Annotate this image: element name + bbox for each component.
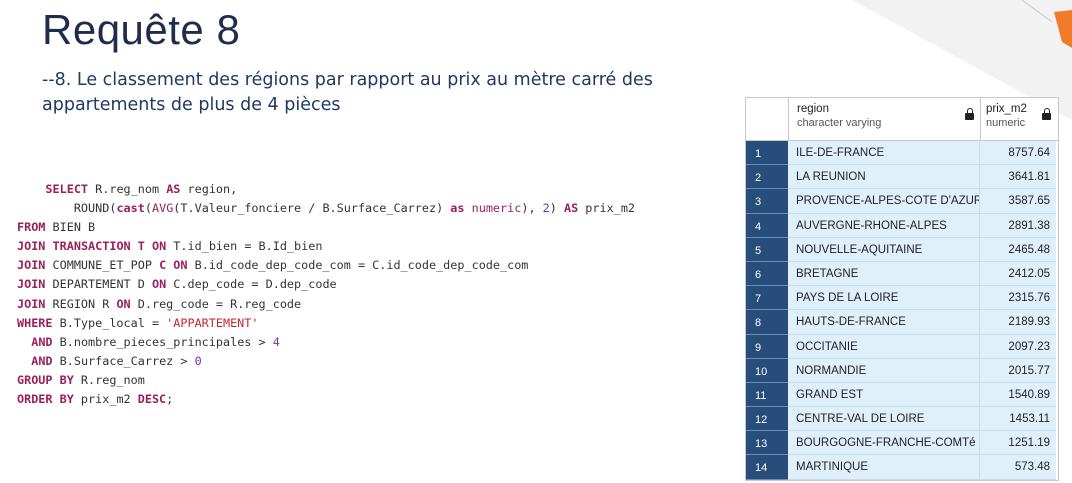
sql-line: ROUND(cast(AVG(T.Valeur_fonciere / B.Sur…	[73, 201, 636, 216]
row-index-cell[interactable]: 11	[746, 382, 788, 408]
cell-region[interactable]: MARTINIQUE	[788, 455, 980, 480]
cell-region[interactable]: HAUTS-DE-FRANCE	[788, 310, 980, 335]
cell-prix-m2[interactable]: 3641.81	[980, 165, 1056, 190]
cell-prix-m2[interactable]: 3587.65	[980, 189, 1056, 214]
slide-subtitle: --8. Le classement des régions par rappo…	[42, 70, 653, 115]
cell-prix-m2[interactable]: 1453.11	[980, 407, 1056, 432]
cell-region[interactable]: NOUVELLE-AQUITAINE	[788, 237, 980, 262]
row-index-cell[interactable]: 8	[746, 310, 788, 335]
row-index-cell[interactable]: 4	[746, 213, 788, 238]
row-index-cell[interactable]: 9	[746, 334, 788, 359]
cell-prix-m2[interactable]: 2412.05	[980, 261, 1056, 287]
cell-region[interactable]: BRETAGNE	[788, 261, 980, 287]
cell-region[interactable]: BOURGOGNE-FRANCHE-COMTé	[788, 431, 980, 456]
cell-region[interactable]: PROVENCE-ALPES-COTE D'AZUR	[788, 189, 980, 214]
column-name: prix_m2	[986, 103, 1027, 115]
table-row[interactable]: 5 NOUVELLE-AQUITAINE 2465.48	[746, 237, 1058, 262]
cell-region[interactable]: AUVERGNE-RHONE-ALPES	[788, 213, 980, 238]
cell-prix-m2[interactable]: 2189.93	[980, 310, 1056, 335]
cell-prix-m2[interactable]: 2891.38	[980, 213, 1056, 238]
table-row[interactable]: 11 GRAND EST 1540.89	[746, 382, 1058, 408]
cell-region[interactable]: ILE-DE-FRANCE	[788, 141, 980, 166]
grid-header: region character varying prix_m2 numeric	[746, 98, 1058, 141]
table-row[interactable]: 7 PAYS DE LA LOIRE 2315.76	[746, 286, 1058, 311]
table-row[interactable]: 3 PROVENCE-ALPES-COTE D'AZUR 3587.65	[746, 189, 1058, 214]
sql-code-block: SELECT R.reg_nom AS region, ROUND(cast(A…	[17, 180, 635, 409]
table-row[interactable]: 12 CENTRE-VAL DE LOIRE 1453.11	[746, 407, 1058, 432]
column-name: region	[797, 103, 829, 115]
decorative-corner-shape	[852, 0, 1072, 120]
row-index-cell[interactable]: 13	[746, 431, 788, 456]
table-row[interactable]: 2 LA REUNION 3641.81	[746, 165, 1058, 190]
cell-prix-m2[interactable]: 2315.76	[980, 286, 1056, 311]
lock-icon	[965, 108, 974, 120]
lock-icon	[1042, 108, 1051, 120]
query-result-grid: region character varying prix_m2 numeric…	[745, 97, 1059, 481]
row-index-cell[interactable]: 6	[746, 261, 788, 287]
row-index-cell[interactable]: 14	[746, 455, 788, 480]
sql-line: AND B.Surface_Carrez > 0	[31, 353, 202, 368]
sql-line: AND B.nombre_pieces_principales > 4	[31, 334, 280, 349]
column-type: numeric	[986, 117, 1026, 129]
row-index-cell[interactable]: 5	[746, 237, 788, 262]
grid-select-all-cell[interactable]	[746, 98, 789, 140]
table-row[interactable]: 8 HAUTS-DE-FRANCE 2189.93	[746, 310, 1058, 335]
sql-line: JOIN REGION R ON D.reg_code = R.reg_code	[17, 296, 302, 311]
sql-line: WHERE B.Type_local = 'APPARTEMENT'	[17, 315, 259, 330]
cell-region[interactable]: GRAND EST	[788, 382, 980, 408]
table-row[interactable]: 4 AUVERGNE-RHONE-ALPES 2891.38	[746, 213, 1058, 238]
column-header-prix-m2[interactable]: prix_m2 numeric	[981, 98, 1057, 140]
cell-region[interactable]: OCCITANIE	[788, 334, 980, 359]
sql-line: FROM BIEN B	[17, 220, 96, 235]
cell-prix-m2[interactable]: 1540.89	[980, 382, 1056, 408]
cell-prix-m2[interactable]: 2015.77	[980, 358, 1056, 383]
cell-region[interactable]: NORMANDIE	[788, 358, 980, 383]
row-index-cell[interactable]: 7	[746, 286, 788, 311]
grid-body: 1 ILE-DE-FRANCE 8757.64 2 LA REUNION 3641.81 3…	[746, 141, 1058, 480]
column-type: character varying	[797, 117, 882, 129]
cell-prix-m2[interactable]: 8757.64	[980, 141, 1056, 166]
sql-line: JOIN TRANSACTION T ON T.id_bien = B.Id_b…	[17, 239, 323, 254]
row-index-cell[interactable]: 3	[746, 189, 788, 214]
row-index-cell[interactable]: 2	[746, 165, 788, 190]
row-index-cell[interactable]: 12	[746, 407, 788, 432]
table-row[interactable]: 6 BRETAGNE 2412.05	[746, 261, 1058, 287]
cell-prix-m2[interactable]: 2097.23	[980, 334, 1056, 359]
row-index-cell[interactable]: 1	[746, 141, 788, 166]
slide-title: Requête 8	[42, 6, 241, 53]
cell-prix-m2[interactable]: 1251.19	[980, 431, 1056, 456]
cell-region[interactable]: LA REUNION	[788, 165, 980, 190]
sql-line: SELECT R.reg_nom AS region,	[45, 182, 238, 196]
cell-region[interactable]: PAYS DE LA LOIRE	[788, 286, 980, 311]
table-row[interactable]: 14 MARTINIQUE 573.48	[746, 455, 1058, 480]
table-row[interactable]: 1 ILE-DE-FRANCE 8757.64	[746, 141, 1058, 166]
cell-prix-m2[interactable]: 573.48	[980, 455, 1056, 480]
sql-line: JOIN COMMUNE_ET_POP C ON B.id_code_dep_c…	[17, 258, 529, 273]
cell-region[interactable]: CENTRE-VAL DE LOIRE	[788, 407, 980, 432]
cell-prix-m2[interactable]: 2465.48	[980, 237, 1056, 262]
table-row[interactable]: 13 BOURGOGNE-FRANCHE-COMTé 1251.19	[746, 431, 1058, 456]
table-row[interactable]: 10 NORMANDIE 2015.77	[746, 358, 1058, 383]
sql-line: GROUP BY R.reg_nom	[17, 372, 145, 387]
row-index-cell[interactable]: 10	[746, 358, 788, 383]
column-header-region[interactable]: region character varying	[789, 98, 981, 140]
sql-line: ORDER BY prix_m2 DESC;	[17, 392, 174, 407]
table-row[interactable]: 9 OCCITANIE 2097.23	[746, 334, 1058, 359]
sql-line: JOIN DEPARTEMENT D ON C.dep_code = D.dep…	[17, 277, 337, 292]
